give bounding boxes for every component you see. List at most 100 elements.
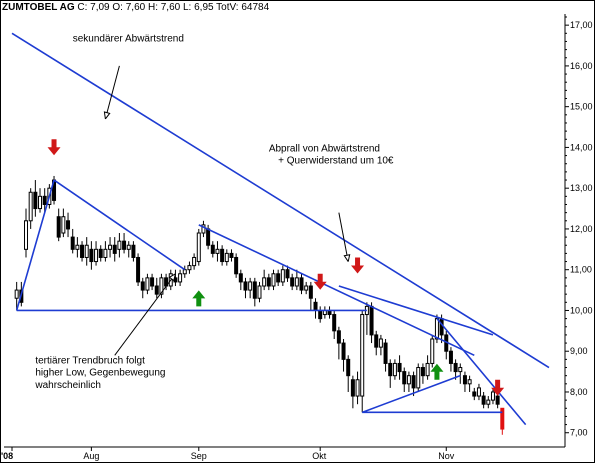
candle bbox=[411, 371, 416, 397]
candle bbox=[364, 302, 369, 335]
candle bbox=[472, 387, 477, 401]
trendline-tertiaerer-trend bbox=[53, 179, 186, 271]
candle bbox=[112, 237, 117, 262]
candle bbox=[332, 310, 337, 339]
candle bbox=[75, 237, 80, 258]
candles bbox=[14, 175, 505, 435]
candle-body bbox=[192, 256, 197, 267]
candle bbox=[84, 237, 89, 266]
candle bbox=[299, 273, 304, 295]
annotation-text: Abprall von Abwärtstrend bbox=[269, 144, 380, 155]
candle-body bbox=[448, 350, 453, 364]
trendline-trend-okt-nov bbox=[338, 285, 494, 336]
candle bbox=[229, 249, 234, 262]
x-tick-label: Okt bbox=[312, 451, 327, 461]
candle bbox=[420, 363, 425, 384]
candle bbox=[122, 233, 127, 254]
x-tick-label: Nov bbox=[438, 451, 455, 461]
down-arrow-icon bbox=[313, 273, 327, 290]
candle-body bbox=[481, 395, 486, 405]
candle bbox=[66, 212, 71, 238]
candle-body bbox=[201, 224, 206, 234]
candle-body bbox=[416, 367, 421, 389]
down-arrow-icon bbox=[491, 379, 505, 396]
candle-body bbox=[80, 244, 85, 258]
annotation-arrowhead bbox=[168, 273, 176, 282]
ohlc-readout: C: 7,09 O: 7,60 H: 7,60 L: 6,95 TotV: 64… bbox=[77, 2, 270, 13]
candle bbox=[196, 228, 201, 266]
candle-body bbox=[182, 269, 187, 275]
candle-body bbox=[140, 281, 145, 291]
candle bbox=[294, 269, 299, 291]
candle bbox=[486, 396, 491, 409]
trendline-anstieg-okt-nov bbox=[361, 374, 461, 414]
candle bbox=[397, 355, 402, 380]
candle-body bbox=[187, 265, 192, 271]
candle bbox=[117, 233, 122, 258]
candle-body bbox=[397, 362, 402, 373]
candle-body bbox=[154, 285, 159, 295]
candle-body bbox=[434, 318, 439, 340]
candle-body bbox=[126, 244, 131, 250]
candle-body bbox=[94, 248, 99, 263]
candle-body bbox=[458, 367, 463, 373]
candle-body bbox=[378, 338, 383, 348]
candle bbox=[402, 367, 407, 392]
candle bbox=[42, 188, 47, 213]
candle-body bbox=[285, 269, 290, 279]
chart-axes: 7,00 8,00 9,00 10,00 11,00 12,00 13,00 14,00 15,… bbox=[1, 14, 593, 461]
annotation-pointer bbox=[338, 212, 349, 262]
y-tick-label: 17,00 bbox=[570, 20, 593, 30]
candle bbox=[304, 281, 309, 295]
candle-body bbox=[266, 277, 271, 287]
candle-body bbox=[56, 216, 61, 238]
candle bbox=[28, 188, 33, 229]
x-tick-label: Sep bbox=[191, 451, 207, 461]
candle bbox=[276, 269, 281, 287]
candle-body bbox=[462, 375, 467, 385]
y-tick-label: 14,00 bbox=[570, 142, 593, 152]
candle-body bbox=[318, 309, 323, 320]
candle bbox=[252, 277, 257, 307]
x-tick-label: '08 bbox=[1, 451, 13, 461]
candle-body bbox=[38, 195, 43, 210]
candle-body bbox=[350, 379, 355, 397]
candle-body bbox=[313, 301, 318, 311]
candle bbox=[430, 334, 435, 368]
candle bbox=[145, 273, 150, 295]
candle-body bbox=[112, 244, 117, 254]
candle-body bbox=[467, 379, 472, 385]
candle bbox=[322, 306, 327, 319]
candle-body bbox=[248, 281, 253, 291]
candle bbox=[476, 383, 481, 401]
candle bbox=[187, 261, 192, 274]
candle-body bbox=[61, 216, 66, 234]
candle-body bbox=[229, 252, 234, 258]
x-tick-label: Aug bbox=[83, 451, 99, 461]
candle-body bbox=[402, 371, 407, 385]
candle bbox=[346, 355, 351, 392]
candle bbox=[481, 391, 486, 409]
candle-body bbox=[383, 342, 388, 364]
annotation-arrowhead bbox=[103, 111, 111, 120]
candle-body bbox=[425, 362, 430, 377]
candle-body bbox=[238, 273, 243, 283]
y-tick-label: 12,00 bbox=[570, 224, 593, 234]
candle bbox=[336, 326, 341, 360]
candle-body bbox=[159, 277, 164, 295]
candle bbox=[257, 281, 262, 303]
candle-body bbox=[406, 375, 411, 385]
candle-body bbox=[24, 220, 29, 250]
y-tick-label: 13,00 bbox=[570, 183, 593, 193]
trendline-anstieg-links bbox=[15, 179, 55, 311]
candle-body bbox=[28, 191, 33, 222]
candle-body bbox=[490, 391, 495, 401]
candle-body bbox=[472, 391, 477, 397]
candle bbox=[350, 375, 355, 409]
candle-body bbox=[304, 285, 309, 291]
candle bbox=[262, 269, 267, 291]
annotation-pointer bbox=[114, 273, 176, 356]
candle bbox=[136, 253, 141, 287]
candle-body bbox=[108, 244, 113, 250]
annotation-pointer bbox=[104, 65, 120, 120]
